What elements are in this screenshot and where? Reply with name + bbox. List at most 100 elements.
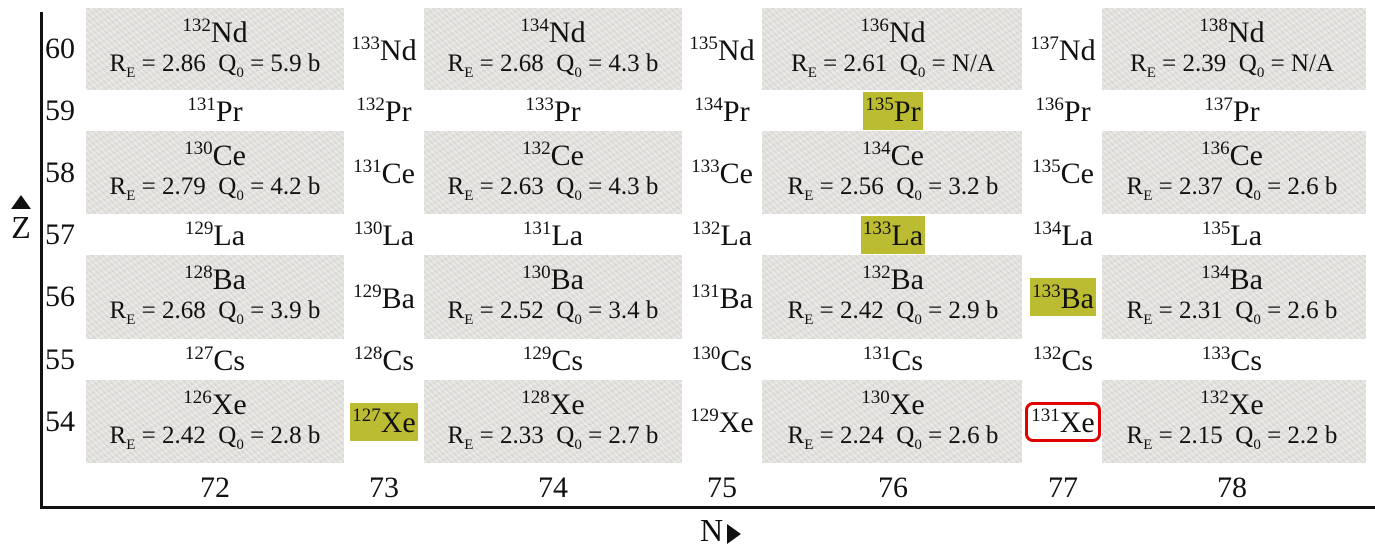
nuclide-symbol: 136Nd (764, 16, 1022, 49)
nuclide-symbol: 134Ce (764, 139, 1022, 172)
nuclide-cell: 129Ba (345, 282, 423, 315)
mass-number: 134 (1032, 218, 1062, 239)
mass-number: 134 (694, 94, 723, 115)
z-axis-label: Z (4, 195, 38, 243)
re-value: = 2.86 (135, 50, 206, 77)
param-spacer (206, 50, 219, 77)
nuclide-cell: 133Ba (1024, 282, 1102, 315)
element-symbol: Xe (1059, 406, 1095, 439)
nuclide-cell: 132Pr (345, 95, 423, 128)
nuclide-symbol: 129La (86, 219, 344, 252)
q0-subscript: 0 (236, 65, 244, 81)
element-symbol: Ce (1229, 139, 1263, 172)
nuclide-parameters: RE = 2.15 Q0 = 2.2 b (1103, 421, 1361, 453)
q0-value: = 2.9 b (921, 297, 999, 324)
element-symbol: Ba (890, 263, 924, 296)
highlight-box (350, 402, 418, 441)
nuclide-symbol: 129Xe (683, 406, 761, 439)
nuclide-symbol: 129Ba (345, 282, 423, 315)
nuclide-cell: 130Xe RE = 2.24 Q0 = 2.6 b (764, 387, 1022, 453)
nuclide-cell: 134La (1024, 219, 1102, 252)
mass-number: 134 (1201, 262, 1230, 283)
element-symbol: Nd (717, 33, 755, 67)
nuclide-cell: 131Cs (764, 344, 1022, 377)
mass-number: 130 (353, 218, 383, 239)
re-symbol: R (447, 297, 465, 324)
z-tick-label: 55 (45, 342, 75, 376)
q0-value: = 2.6 b (921, 422, 999, 449)
n-tick-label: 72 (200, 471, 230, 504)
nuclide-cell: 130La (345, 219, 423, 252)
nuclide-parameters: RE = 2.63 Q0 = 4.3 b (424, 172, 682, 204)
q0-symbol: Q (896, 297, 915, 324)
element-symbol: Pr (553, 95, 581, 128)
element-symbol: Ce (550, 139, 584, 172)
mass-number: 128 (184, 262, 213, 283)
q0-symbol: Q (1238, 50, 1257, 77)
re-value: = 2.42 (813, 297, 884, 324)
nuclide-cell: 126Xe RE = 2.42 Q0 = 2.8 b (86, 387, 344, 453)
re-symbol: R (791, 50, 808, 77)
element-symbol: Xe (1228, 388, 1264, 421)
nuclide-parameters: RE = 2.42 Q0 = 2.9 b (764, 296, 1022, 328)
q0-value: = 2.6 b (1260, 173, 1338, 200)
q0-value: = 2.6 b (1260, 297, 1338, 324)
right-arrow-icon (727, 523, 742, 544)
q0-symbol: Q (218, 422, 237, 449)
nuclide-symbol: 135Pr (764, 95, 1022, 128)
nuclide-parameters: RE = 2.56 Q0 = 3.2 b (764, 172, 1022, 204)
q0-value: = 4.3 b (581, 50, 659, 77)
mass-number: 130 (522, 262, 551, 283)
re-subscript: E (126, 188, 136, 204)
element-symbol: Cs (551, 344, 584, 377)
nuclide-symbol: 133Pr (424, 95, 682, 128)
element-symbol: Ce (1060, 157, 1094, 190)
odd-cell-gap (1022, 380, 1102, 463)
nuclide-symbol: 131Cs (764, 344, 1022, 377)
re-subscript: E (126, 312, 136, 328)
mass-number: 132 (1200, 387, 1229, 408)
nuclide-symbol: 130La (345, 219, 423, 252)
mass-number: 131 (691, 280, 720, 302)
mass-number: 126 (183, 387, 212, 408)
z-tick-label: 58 (45, 155, 75, 189)
q0-value: = 3.9 b (243, 297, 321, 324)
nuclide-symbol: 136Ce (1103, 139, 1361, 172)
q0-subscript: 0 (1253, 437, 1261, 453)
q0-subscript: 0 (236, 437, 244, 453)
param-spacer (884, 173, 897, 200)
nuclide-parameters: RE = 2.61 Q0 = N/A (764, 49, 1022, 81)
nuclide-symbol: 133Cs (1103, 344, 1361, 377)
nuclide-cell: 134Ba RE = 2.31 Q0 = 2.6 b (1103, 262, 1361, 328)
re-subscript: E (807, 65, 817, 81)
nuclide-symbol: 135Ce (1024, 157, 1102, 190)
re-value: = 2.63 (473, 173, 544, 200)
re-symbol: R (109, 297, 127, 324)
odd-cell-gap (344, 131, 424, 214)
nuclide-cell: 130Cs (683, 344, 761, 377)
nuclide-cell: 131Pr (86, 95, 344, 128)
mass-number: 133 (862, 218, 892, 239)
nuclide-parameters: RE = 2.31 Q0 = 2.6 b (1103, 296, 1361, 328)
param-spacer (1223, 297, 1236, 324)
element-symbol: Xe (380, 406, 416, 439)
element-symbol: Pr (1232, 95, 1260, 128)
nuclide-cell: 128Cs (345, 344, 423, 377)
mass-number: 132 (1032, 343, 1062, 364)
mass-number: 130 (691, 343, 721, 364)
highlight-box (863, 91, 923, 130)
mass-number: 130 (184, 138, 213, 159)
q0-subscript: 0 (914, 188, 922, 204)
q0-subscript: 0 (1253, 188, 1261, 204)
odd-cell-gap (682, 380, 762, 463)
element-symbol: Nd (1227, 16, 1265, 49)
mass-number: 136 (1201, 138, 1230, 159)
mass-number: 131 (353, 156, 382, 177)
mass-number: 137 (1030, 32, 1059, 54)
element-symbol: Ce (381, 157, 415, 190)
mass-number: 130 (861, 387, 890, 408)
re-symbol: R (787, 173, 805, 200)
re-subscript: E (1146, 65, 1156, 81)
element-symbol: Nd (210, 16, 248, 49)
nuclide-symbol: 132La (683, 219, 761, 252)
